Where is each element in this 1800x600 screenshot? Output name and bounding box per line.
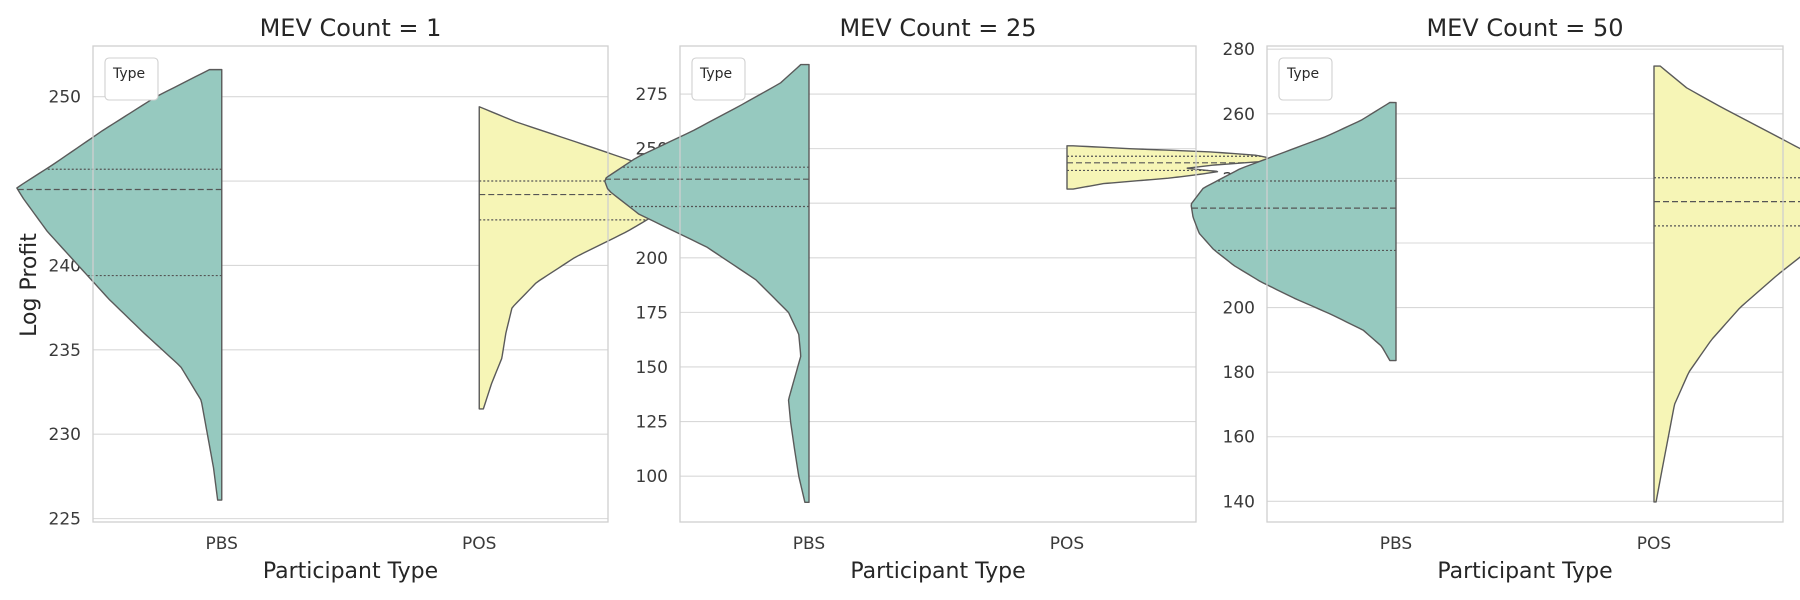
legend-box: [104, 57, 159, 101]
violin-pos: [1653, 65, 1800, 503]
x-tick-label-pos: POS: [462, 534, 496, 554]
y-tick-label: 140: [1223, 492, 1255, 512]
y-tick-label: 230: [49, 425, 81, 445]
legend: Type: [1278, 57, 1333, 101]
y-tick-label: 200: [1223, 299, 1255, 319]
chart-panel-3: 140160180200220240260280PBSPOSMEV Count …: [1190, 14, 1800, 584]
x-tick-label-pos: POS: [1637, 534, 1671, 554]
x-axis-label: Participant Type: [850, 559, 1025, 584]
chart-panel-1: 225230235240245250PBSPOSMEV Count = 1Par…: [16, 14, 684, 584]
y-tick-label: 180: [1223, 363, 1255, 383]
x-axis-label: Participant Type: [263, 559, 438, 584]
y-tick-label: 235: [49, 341, 81, 361]
y-tick-label: 160: [1223, 428, 1255, 448]
y-tick-label: 200: [636, 249, 668, 269]
figure-ylabel: Log Profit: [17, 233, 42, 337]
legend: Type: [691, 57, 746, 101]
y-tick-label: 280: [1223, 40, 1255, 60]
y-tick-label: 275: [636, 85, 668, 105]
y-tick-label: 175: [636, 303, 668, 323]
chart-panels: 225230235240245250PBSPOSMEV Count = 1Par…: [16, 14, 1800, 584]
y-tick-label: 260: [1223, 105, 1255, 125]
plot-frame: [1266, 45, 1784, 523]
x-axis-label: Participant Type: [1437, 559, 1612, 584]
y-tick-label: 225: [49, 510, 81, 530]
x-tick-label-pbs: PBS: [793, 534, 825, 554]
chart-title: MEV Count = 1: [260, 14, 442, 42]
violin-pbs: [1190, 101, 1397, 362]
chart-panel-2: 100125150175200225250275PBSPOSMEV Count …: [604, 14, 1273, 584]
plot-frame: [92, 45, 609, 523]
legend: Type: [104, 57, 159, 101]
y-tick-label: 100: [636, 467, 668, 487]
legend-title: Type: [112, 66, 145, 82]
violin-pbs: [604, 63, 810, 504]
y-tick-label: 125: [636, 413, 668, 433]
chart-title: MEV Count = 25: [839, 14, 1036, 42]
x-tick-label-pos: POS: [1050, 534, 1084, 554]
legend-title: Type: [699, 66, 732, 82]
legend-box: [1278, 57, 1333, 101]
legend-title: Type: [1286, 66, 1319, 82]
y-tick-label: 150: [636, 358, 668, 378]
x-tick-label-pbs: PBS: [206, 534, 238, 554]
y-tick-label: 240: [49, 256, 81, 276]
violin-pbs: [16, 68, 223, 501]
chart-title: MEV Count = 50: [1426, 14, 1623, 42]
legend-box: [691, 57, 746, 101]
x-tick-label-pbs: PBS: [1380, 534, 1412, 554]
plot-frame: [679, 45, 1197, 523]
y-tick-label: 250: [49, 88, 81, 108]
